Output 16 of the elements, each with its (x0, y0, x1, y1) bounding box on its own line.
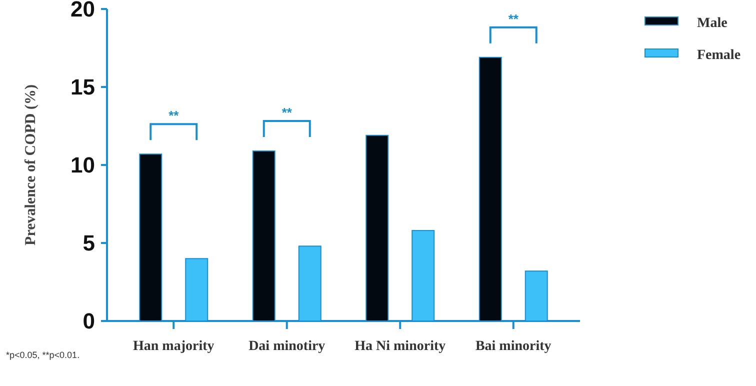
x-tick-label: Ha Ni minority (354, 338, 446, 354)
annotation: ** (282, 104, 293, 120)
text: *p<0.05, **p<0.01. (6, 350, 80, 360)
x-tick-label: Han majority (132, 338, 214, 354)
legend-label: Female (697, 48, 741, 63)
y-axis-title: Prevalence of COPD (%) (23, 84, 39, 246)
annotation: ** (508, 11, 520, 26)
x-tick-label: Dai minotiry (248, 338, 326, 354)
y-tick-label: 0 (82, 308, 95, 334)
y-tick-label: 20 (70, 0, 95, 22)
y-tick-label: 5 (82, 230, 95, 256)
x-tick-label: Bai minority (475, 338, 552, 354)
y-tick-label: 15 (70, 74, 95, 100)
annotation: ** (168, 108, 180, 124)
legend-label: Male (697, 16, 728, 31)
y-tick-label: 10 (70, 152, 95, 178)
